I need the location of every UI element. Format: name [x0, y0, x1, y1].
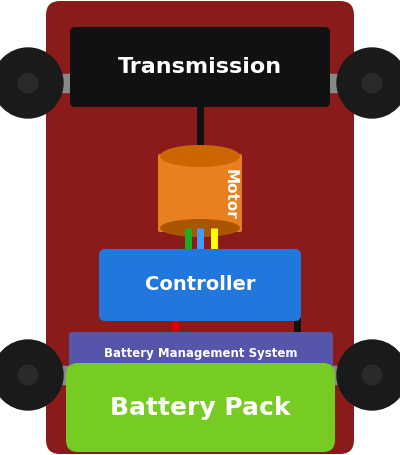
Ellipse shape [160, 219, 240, 237]
Circle shape [18, 365, 38, 385]
FancyBboxPatch shape [70, 27, 330, 107]
Circle shape [362, 365, 382, 385]
FancyBboxPatch shape [69, 332, 333, 376]
Ellipse shape [160, 145, 240, 167]
Text: Battery Management System: Battery Management System [104, 348, 298, 360]
Text: Motor: Motor [222, 169, 238, 219]
Circle shape [0, 340, 63, 410]
Circle shape [337, 48, 400, 118]
Circle shape [362, 73, 382, 93]
Circle shape [337, 340, 400, 410]
FancyBboxPatch shape [46, 1, 354, 454]
Circle shape [18, 73, 38, 93]
FancyBboxPatch shape [158, 154, 242, 232]
Text: Transmission: Transmission [118, 57, 282, 77]
FancyBboxPatch shape [66, 363, 335, 452]
FancyBboxPatch shape [99, 249, 301, 321]
Text: Battery Pack: Battery Pack [110, 395, 291, 420]
Circle shape [0, 48, 63, 118]
Text: Controller: Controller [145, 275, 255, 294]
